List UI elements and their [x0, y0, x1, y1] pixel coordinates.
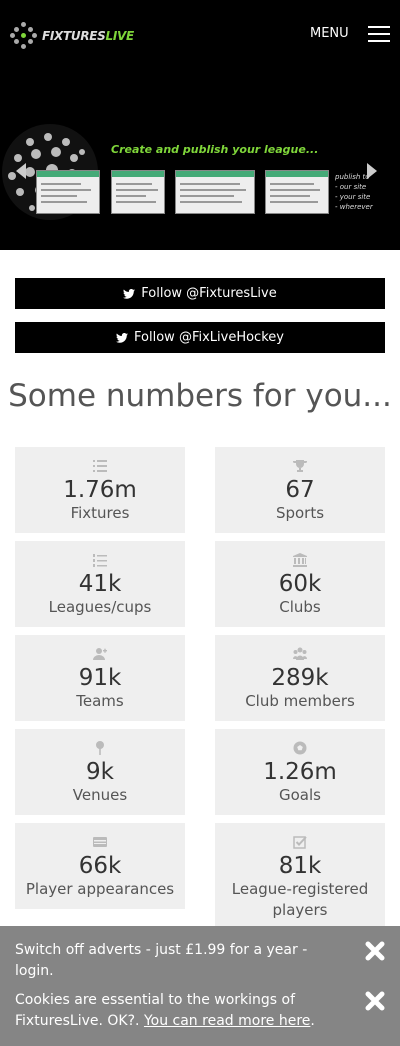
stat-card-league-registered-players: 81k League-registered players: [215, 823, 385, 926]
stat-card-sports: 67 Sports: [215, 447, 385, 533]
trophy-icon: [293, 460, 307, 472]
numbers-title: Some numbers for you...: [8, 378, 392, 414]
stat-label: Goals: [279, 786, 321, 804]
stat-value: 91k: [78, 665, 122, 691]
follow-fixtureslive-button[interactable]: Follow @FixturesLive: [15, 278, 385, 309]
stat-label: Club members: [245, 692, 355, 710]
read-more-link[interactable]: You can read more here: [143, 1013, 311, 1029]
screenshot-thumbnail: [265, 170, 329, 214]
close-cookies-icon[interactable]: [364, 990, 386, 1012]
stat-value: 289k: [271, 665, 329, 691]
stat-card-teams: 91k Teams: [15, 635, 185, 721]
users-icon: [293, 647, 307, 660]
list-icon: [93, 460, 107, 472]
add-user-icon: [93, 648, 107, 660]
adverts-message[interactable]: Switch off adverts - just £1.99 for a ye…: [15, 942, 308, 979]
twitter-icon: [123, 288, 136, 299]
follow-label: Follow @FixturesLive: [141, 286, 277, 301]
stat-label: Teams: [76, 692, 124, 710]
hamburger-menu-icon[interactable]: [368, 26, 390, 42]
stat-card-fixtures: 1.76m Fixtures: [15, 447, 185, 533]
stat-card-venues: 9k Venues: [15, 729, 185, 815]
card-icon: [93, 837, 107, 847]
logo-mark-icon: [10, 22, 38, 50]
logo-text: FIXTURESLIVE: [42, 29, 134, 43]
notice-banner: Switch off adverts - just £1.99 for a ye…: [0, 926, 400, 1046]
ordered-list-icon: [93, 554, 107, 567]
stat-label: Venues: [72, 786, 128, 804]
menu-label[interactable]: MENU: [310, 26, 349, 41]
screenshot-thumbnail: [36, 170, 100, 214]
stat-label: Fixtures: [70, 504, 130, 522]
check-square-icon: [293, 836, 307, 849]
twitter-icon: [116, 332, 129, 343]
stat-value: 9k: [86, 759, 114, 785]
stat-label: Leagues/cups: [48, 598, 152, 616]
close-adverts-icon[interactable]: [364, 940, 386, 962]
cookies-message: Cookies are essential to the workings of…: [15, 992, 315, 1029]
building-icon: [293, 553, 307, 567]
stat-label: Sports: [275, 504, 325, 522]
stat-value: 60k: [278, 571, 322, 597]
stat-label: Player appearances: [25, 880, 175, 898]
stat-value: 1.76m: [63, 477, 137, 503]
stat-value: 41k: [78, 571, 122, 597]
stat-value: 1.26m: [263, 759, 337, 785]
screenshot-thumbnail: [111, 170, 165, 214]
stat-label: Clubs: [279, 598, 321, 616]
slogan: Create and publish your league...: [111, 143, 319, 156]
stat-value: 66k: [78, 853, 122, 879]
stat-label: League-registered players: [231, 880, 369, 919]
stat-card-player-appearances: 66k Player appearances: [15, 823, 185, 909]
stat-card-goals: 1.26m Goals: [215, 729, 385, 815]
slide-side-text: publish to - our site - your site - wher…: [335, 173, 373, 211]
header: FIXTURESLIVE MENU Create and publish you…: [0, 0, 400, 250]
logo[interactable]: FIXTURESLIVE: [10, 22, 134, 50]
map-pin-icon: [96, 741, 104, 755]
football-icon: [293, 741, 307, 755]
stat-card-clubs: 60k Clubs: [215, 541, 385, 627]
stat-card-club-members: 289k Club members: [215, 635, 385, 721]
follow-label: Follow @FixLiveHockey: [134, 330, 284, 345]
carousel-prev-icon[interactable]: [16, 163, 26, 179]
stat-value: 67: [285, 477, 315, 503]
stat-card-leagues: 41k Leagues/cups: [15, 541, 185, 627]
follow-fixlivehockey-button[interactable]: Follow @FixLiveHockey: [15, 322, 385, 353]
stat-value: 81k: [278, 853, 322, 879]
carousel-next-icon[interactable]: [367, 163, 377, 179]
screenshot-thumbnail: [175, 170, 255, 214]
